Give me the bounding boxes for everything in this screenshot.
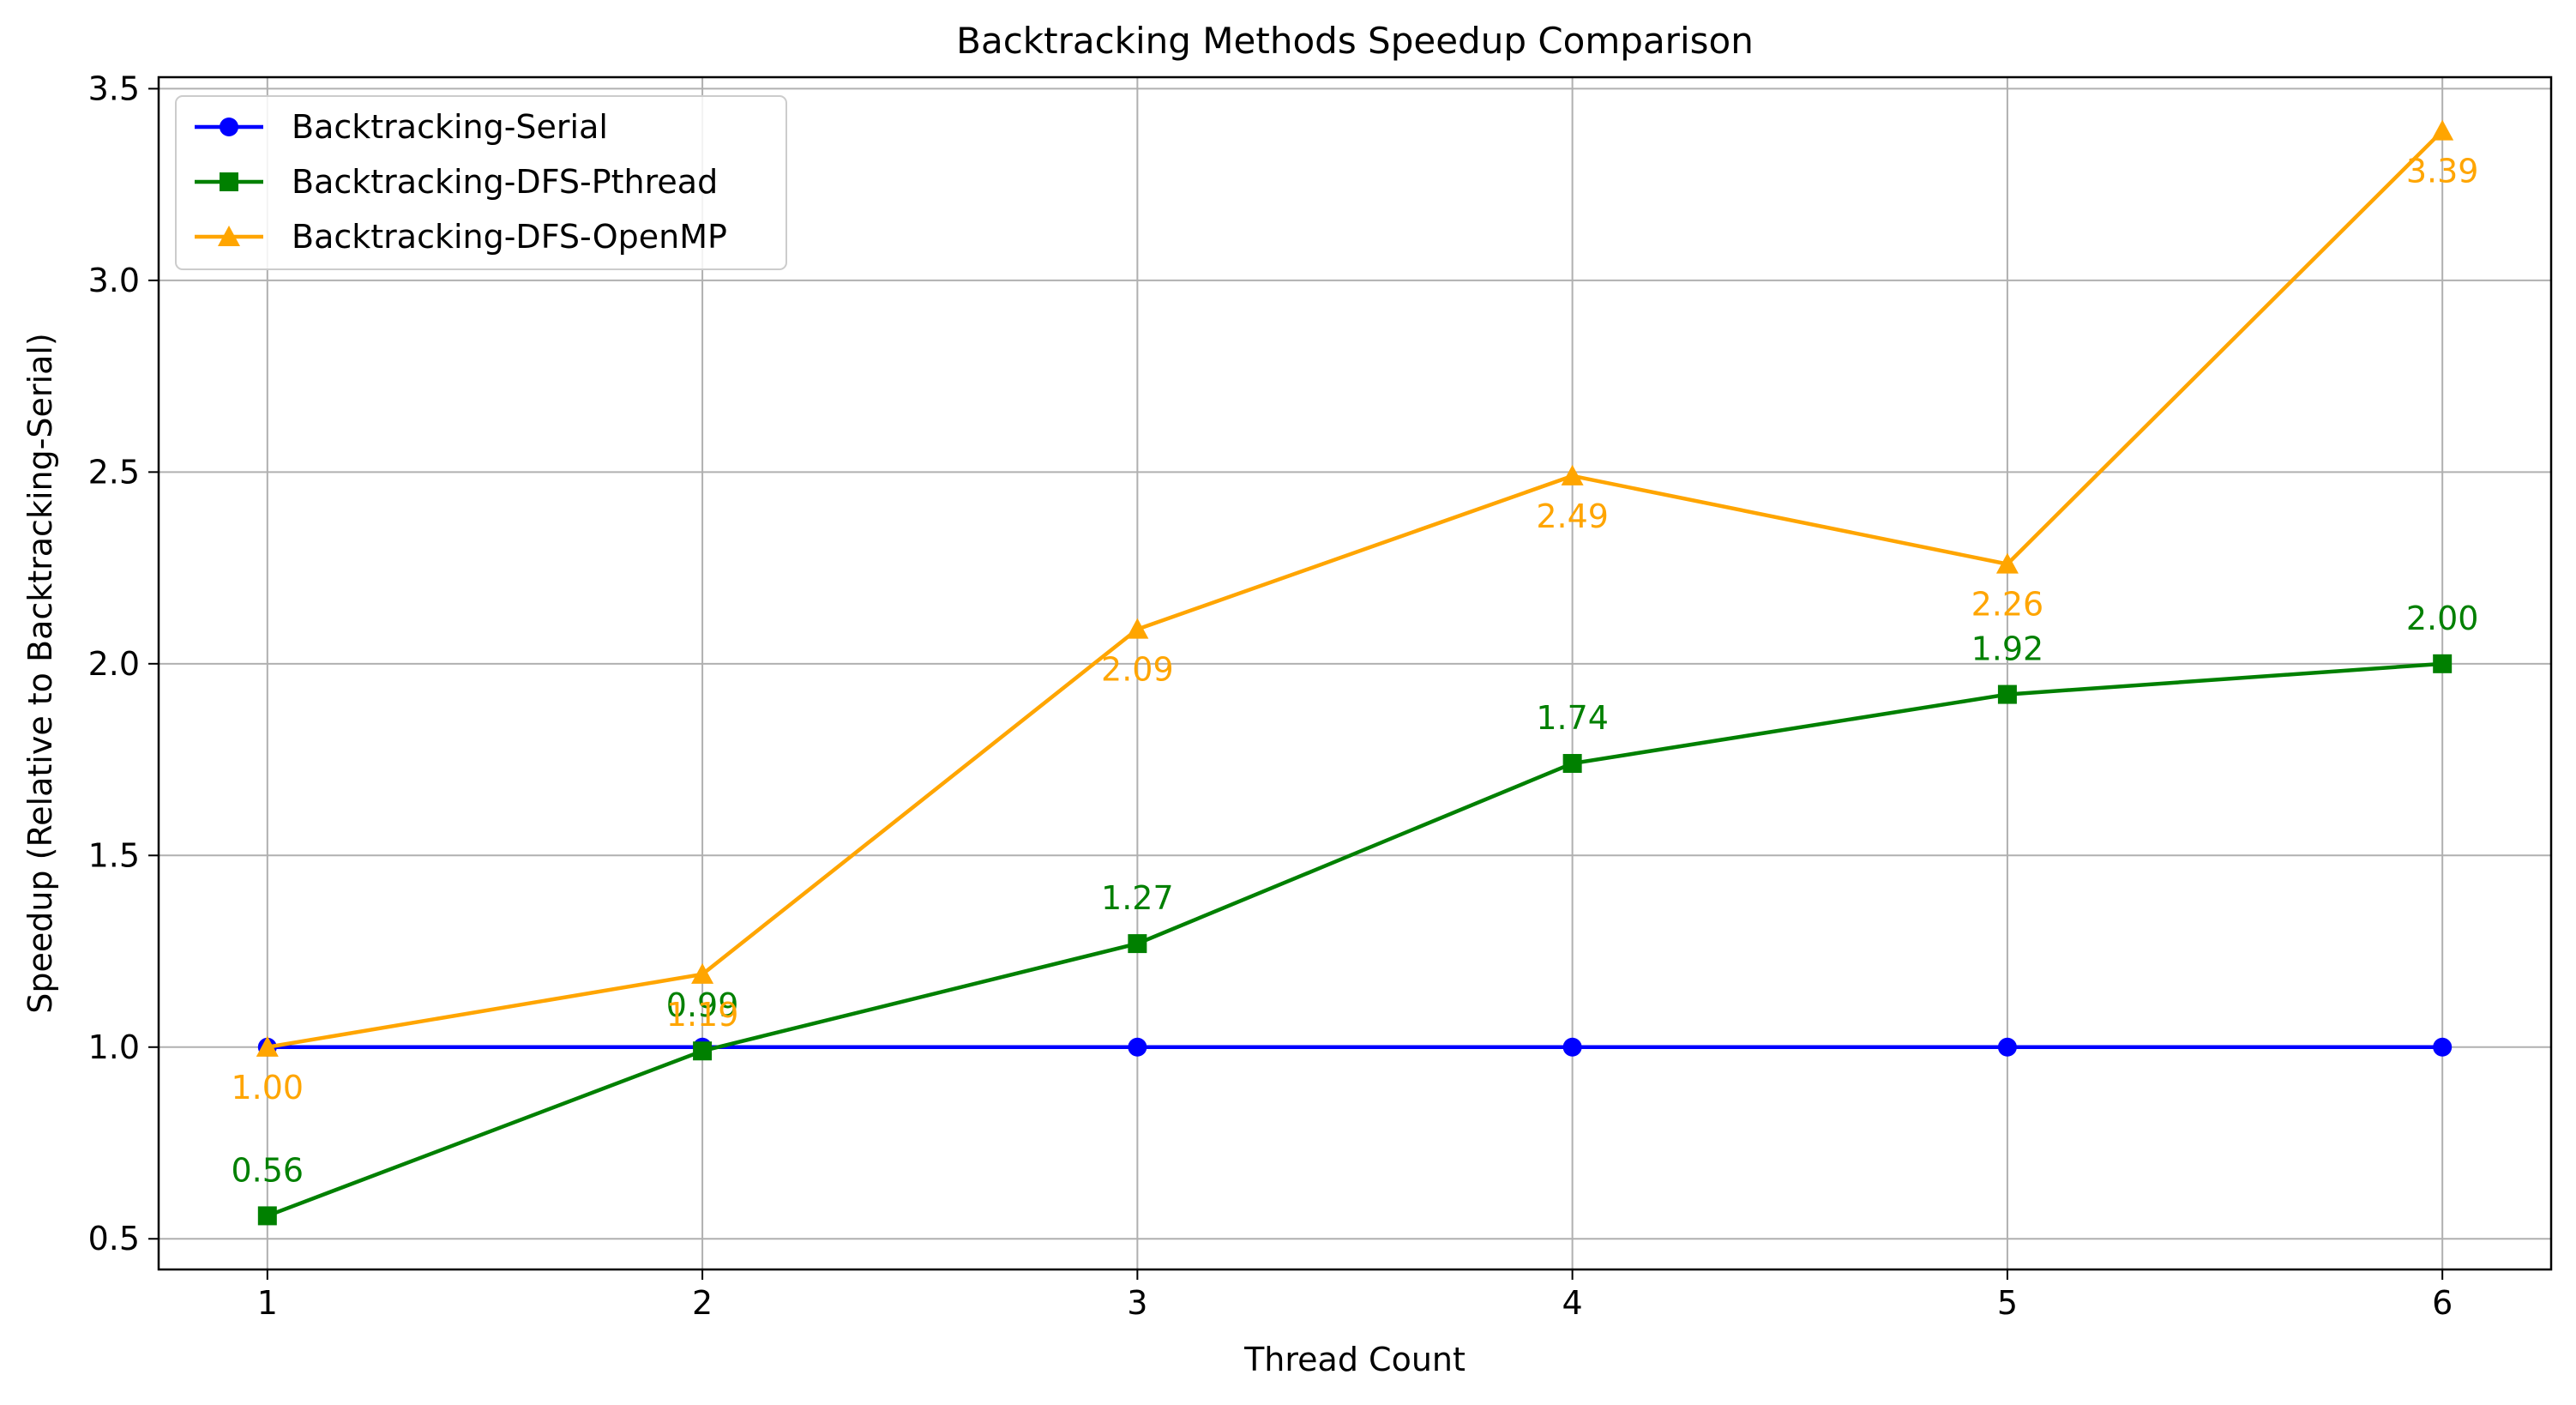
data-point [1997, 1037, 2017, 1057]
legend-marker [218, 226, 240, 247]
data-label: 1.74 [1536, 699, 1609, 737]
x-tick-label: 2 [692, 1284, 713, 1322]
legend-marker [220, 172, 238, 191]
data-point [1997, 684, 2017, 704]
data-point [1562, 754, 1582, 774]
y-tick-label: 1.5 [88, 836, 140, 874]
y-axis-label: Speedup (Relative to Backtracking-Serial… [21, 333, 59, 1014]
data-label: 2.00 [2406, 600, 2479, 637]
series-line [267, 661, 2443, 1218]
y-tick-label: 1.0 [88, 1028, 140, 1066]
series-line [267, 129, 2444, 1049]
data-point [1128, 934, 1147, 954]
data-label: 0.56 [232, 1151, 304, 1189]
data-point [1126, 618, 1149, 639]
data-point [1128, 1037, 1147, 1057]
x-axis-ticks: 1 2 3 4 5 6 [257, 1269, 2453, 1322]
y-axis-ticks: 0.5 1.0 1.5 2.0 2.5 3.0 3.5 [88, 69, 159, 1257]
data-label: 1.92 [1971, 630, 2044, 668]
series-2 [257, 654, 2453, 1226]
data-point [2433, 654, 2453, 673]
data-point [2431, 119, 2454, 141]
data-point [256, 1035, 279, 1057]
data-label: 0.99 [666, 986, 739, 1024]
data-point [1562, 1037, 1582, 1057]
data-labels: 0.56 0.99 1.27 1.74 1.92 2.00 1.00 1.19 2.09 2.49… [232, 153, 2479, 1190]
data-label: 2.09 [1101, 651, 1174, 689]
data-point [693, 1041, 713, 1061]
x-tick-label: 5 [1997, 1284, 2018, 1322]
plot-area-frame [157, 75, 2553, 1271]
legend-marker [220, 118, 238, 136]
data-point [1995, 552, 2019, 574]
y-tick-label: 3.5 [88, 69, 140, 107]
legend-label: Backtracking-DFS-Pthread [292, 163, 718, 201]
data-label: 2.26 [1971, 586, 2044, 624]
legend: Backtracking-Serial Backtracking-DFS-Pthr… [175, 95, 787, 270]
x-tick-label: 6 [2432, 1284, 2453, 1322]
legend-item: Backtracking-DFS-Pthread [195, 163, 718, 201]
data-label: 2.49 [1536, 497, 1609, 535]
legend-item: Backtracking-DFS-OpenMP [195, 218, 727, 256]
legend-label: Backtracking-DFS-OpenMP [292, 218, 727, 256]
y-tick-label: 2.0 [88, 645, 140, 683]
data-label: 1.27 [1101, 879, 1174, 917]
series-3 [256, 119, 2454, 1057]
y-tick-label: 2.5 [88, 453, 140, 491]
chart-title: Backtracking Methods Speedup Comparison [956, 20, 1754, 62]
y-tick-label: 0.5 [88, 1220, 140, 1257]
legend-box [175, 95, 787, 270]
y-tick-label: 3.0 [88, 262, 140, 299]
data-label: 3.39 [2406, 153, 2479, 190]
x-tick-label: 4 [1562, 1284, 1583, 1322]
legend-label: Backtracking-Serial [292, 108, 608, 146]
x-tick-label: 3 [1127, 1284, 1147, 1322]
legend-item: Backtracking-Serial [195, 108, 608, 146]
data-point [2433, 1037, 2453, 1057]
x-axis-label: Thread Count [1243, 1341, 1466, 1378]
series-layer [256, 119, 2454, 1226]
data-point [691, 962, 714, 984]
data-label: 1.00 [232, 1069, 304, 1107]
data-point [1561, 464, 1584, 485]
data-label: 1.19 [666, 996, 739, 1034]
data-point [257, 1206, 277, 1226]
x-tick-label: 1 [257, 1284, 278, 1322]
series-1 [257, 1037, 2453, 1057]
